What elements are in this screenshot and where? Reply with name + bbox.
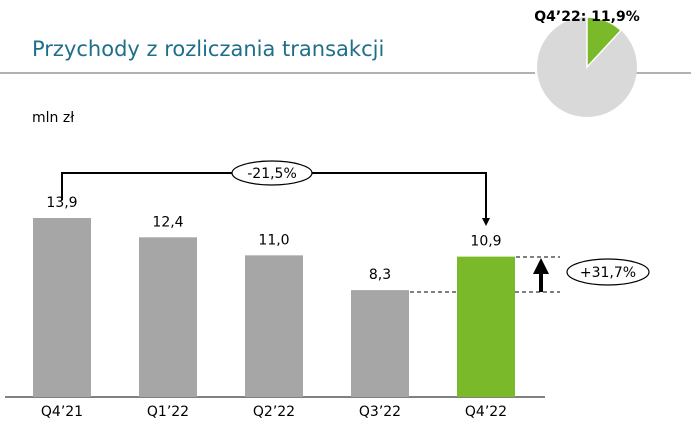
value-label: 13,9 [46,195,77,211]
bar [33,218,91,397]
x-tick-label: Q1’22 [147,404,189,420]
x-tick-label: Q4’21 [41,404,83,420]
bar [139,237,197,397]
pie-label: Q4’22: 11,9% [534,9,640,25]
annotation-bubble [566,258,650,286]
x-tick-label: Q3’22 [359,404,401,420]
value-label: 8,3 [369,267,391,283]
annotation: -21,5% [247,166,297,182]
x-tick-label: Q4’22 [465,404,507,420]
bar [457,256,515,397]
value-label: 12,4 [152,214,183,230]
x-tick-label: Q2’22 [253,404,295,420]
bar [245,255,303,397]
value-label: 11,0 [258,232,289,248]
annotation-bubble [231,160,313,186]
value-label: 10,9 [470,234,501,250]
bar [351,290,409,397]
annotation: +31,7% [580,265,636,281]
unit-label: mln zł [32,110,74,126]
pie-slice [586,16,623,69]
chart-title: Przychody z rozliczania transakcji [32,37,384,61]
